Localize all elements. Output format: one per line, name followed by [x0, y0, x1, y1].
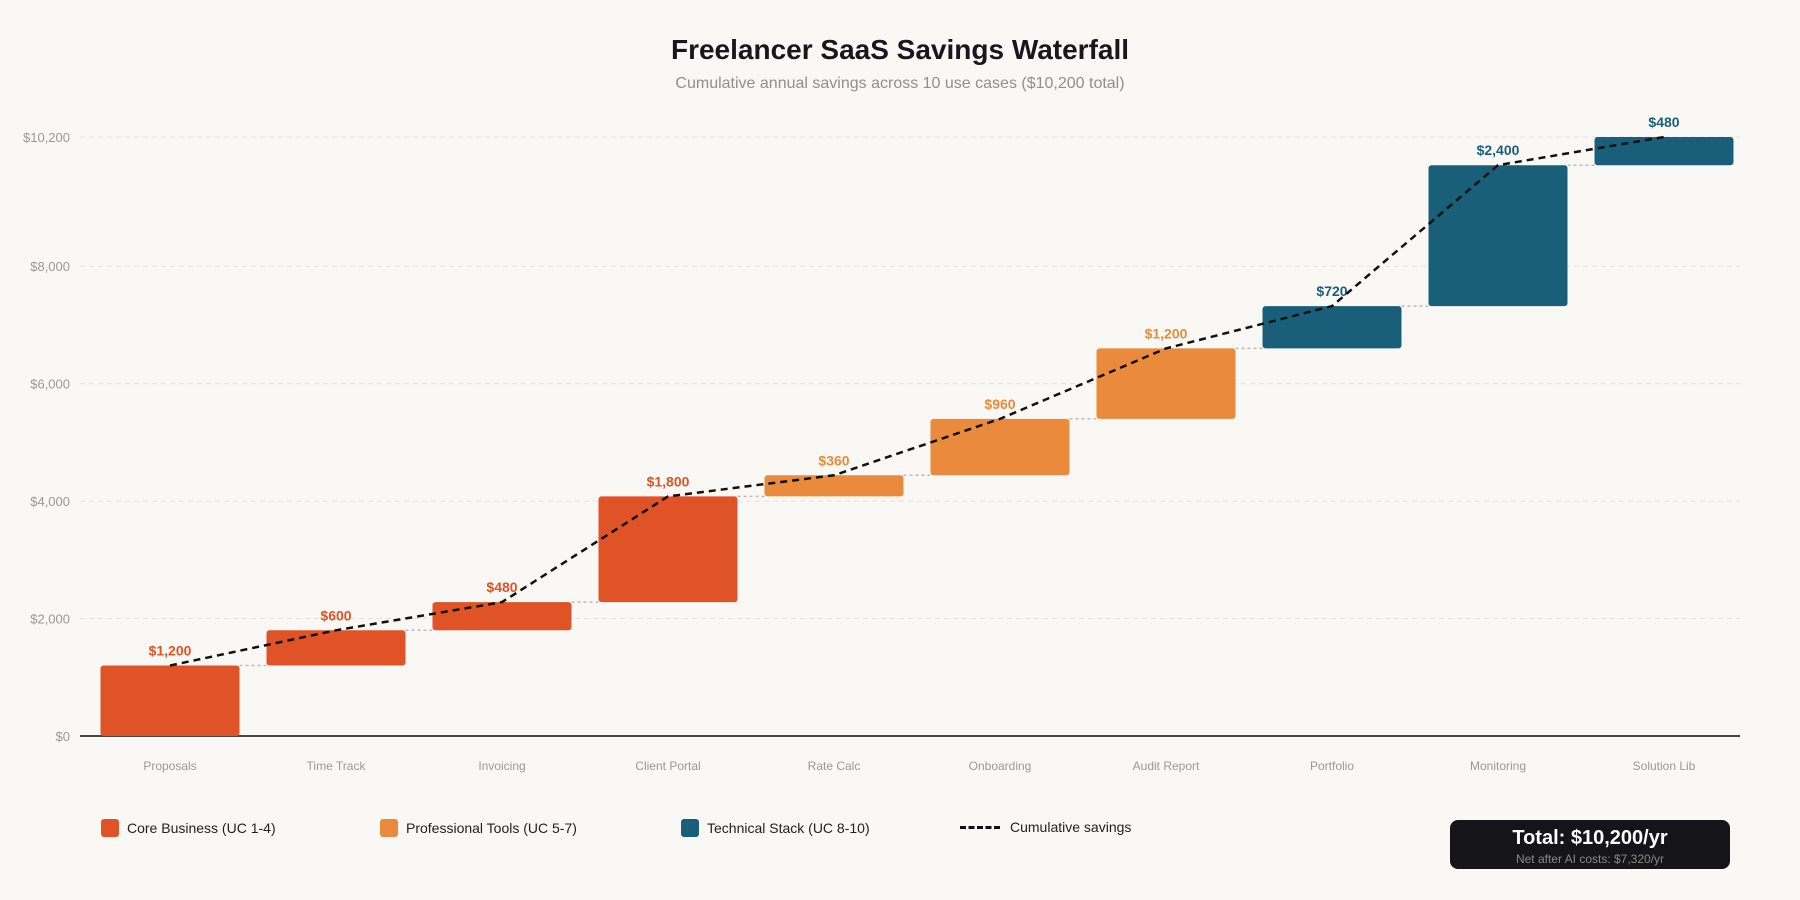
bar-time-track	[266, 630, 406, 666]
legend-professional: Professional Tools (UC 5-7)	[380, 819, 577, 837]
total-subtitle: Net after AI costs: $7,320/yr	[1515, 852, 1665, 866]
value-label: $1,200	[149, 643, 192, 659]
cumulative-savings-line	[169, 135, 1665, 667]
bar-solution-lib	[1594, 137, 1734, 166]
value-label: $480	[486, 579, 517, 595]
bar-invoicing	[432, 602, 572, 631]
y-tick-label: $2,000	[30, 612, 70, 627]
legend-swatch-professional	[380, 819, 398, 837]
value-label: $960	[984, 396, 1015, 412]
legend-label: Cumulative savings	[1010, 819, 1132, 835]
legend-swatch-technical	[681, 819, 699, 837]
x-tick-label: Time Track	[307, 759, 367, 773]
x-tick-label: Monitoring	[1470, 759, 1526, 773]
x-tick-label: Proposals	[143, 759, 196, 773]
legend-technical: Technical Stack (UC 8-10)	[681, 819, 870, 837]
x-tick-label: Audit Report	[1133, 759, 1200, 773]
y-tick-label: $4,000	[30, 494, 70, 509]
value-label: $2,400	[1477, 142, 1520, 158]
legend-label: Professional Tools (UC 5-7)	[406, 820, 577, 836]
bar-audit-report	[1096, 348, 1236, 419]
x-tick-label: Onboarding	[969, 759, 1032, 773]
y-tick-label: $8,000	[30, 259, 70, 274]
bar-proposals	[100, 665, 240, 736]
x-tick-label: Solution Lib	[1633, 759, 1696, 773]
bar-client-portal	[598, 496, 738, 603]
bar-portfolio	[1262, 306, 1402, 349]
value-label: $1,200	[1145, 325, 1188, 341]
chart-title: Freelancer SaaS Savings Waterfall	[670, 34, 1130, 65]
x-tick-label: Invoicing	[478, 759, 525, 773]
value-label: $360	[818, 452, 849, 468]
legend-core: Core Business (UC 1-4)	[101, 819, 276, 837]
bar-onboarding	[930, 418, 1070, 476]
x-tick-label: Client Portal	[635, 759, 700, 773]
legend-dash-line	[960, 825, 1000, 829]
value-label: $480	[1648, 114, 1679, 130]
legend-cumulative: Cumulative savings	[960, 819, 1131, 835]
value-label: $720	[1316, 283, 1347, 299]
y-tick-label: $6,000	[30, 377, 70, 392]
y-tick-label: $10,200	[23, 130, 70, 145]
bar-rate-calc	[764, 475, 904, 497]
chart-subtitle: Cumulative annual savings across 10 use …	[675, 75, 1125, 92]
bar-monitoring	[1428, 165, 1568, 307]
x-tick-label: Rate Calc	[808, 759, 861, 773]
legend-label: Technical Stack (UC 8-10)	[707, 820, 870, 836]
legend-label: Core Business (UC 1-4)	[127, 820, 276, 836]
value-label: $1,800	[647, 473, 690, 489]
total-box: Total: $10,200/yr Net after AI costs: $7…	[1450, 820, 1730, 869]
value-label: $600	[320, 607, 351, 623]
total-title: Total: $10,200/yr	[1512, 827, 1668, 849]
x-tick-label: Portfolio	[1310, 759, 1354, 773]
legend-swatch-core	[101, 819, 119, 837]
y-tick-label: $0	[56, 729, 70, 744]
